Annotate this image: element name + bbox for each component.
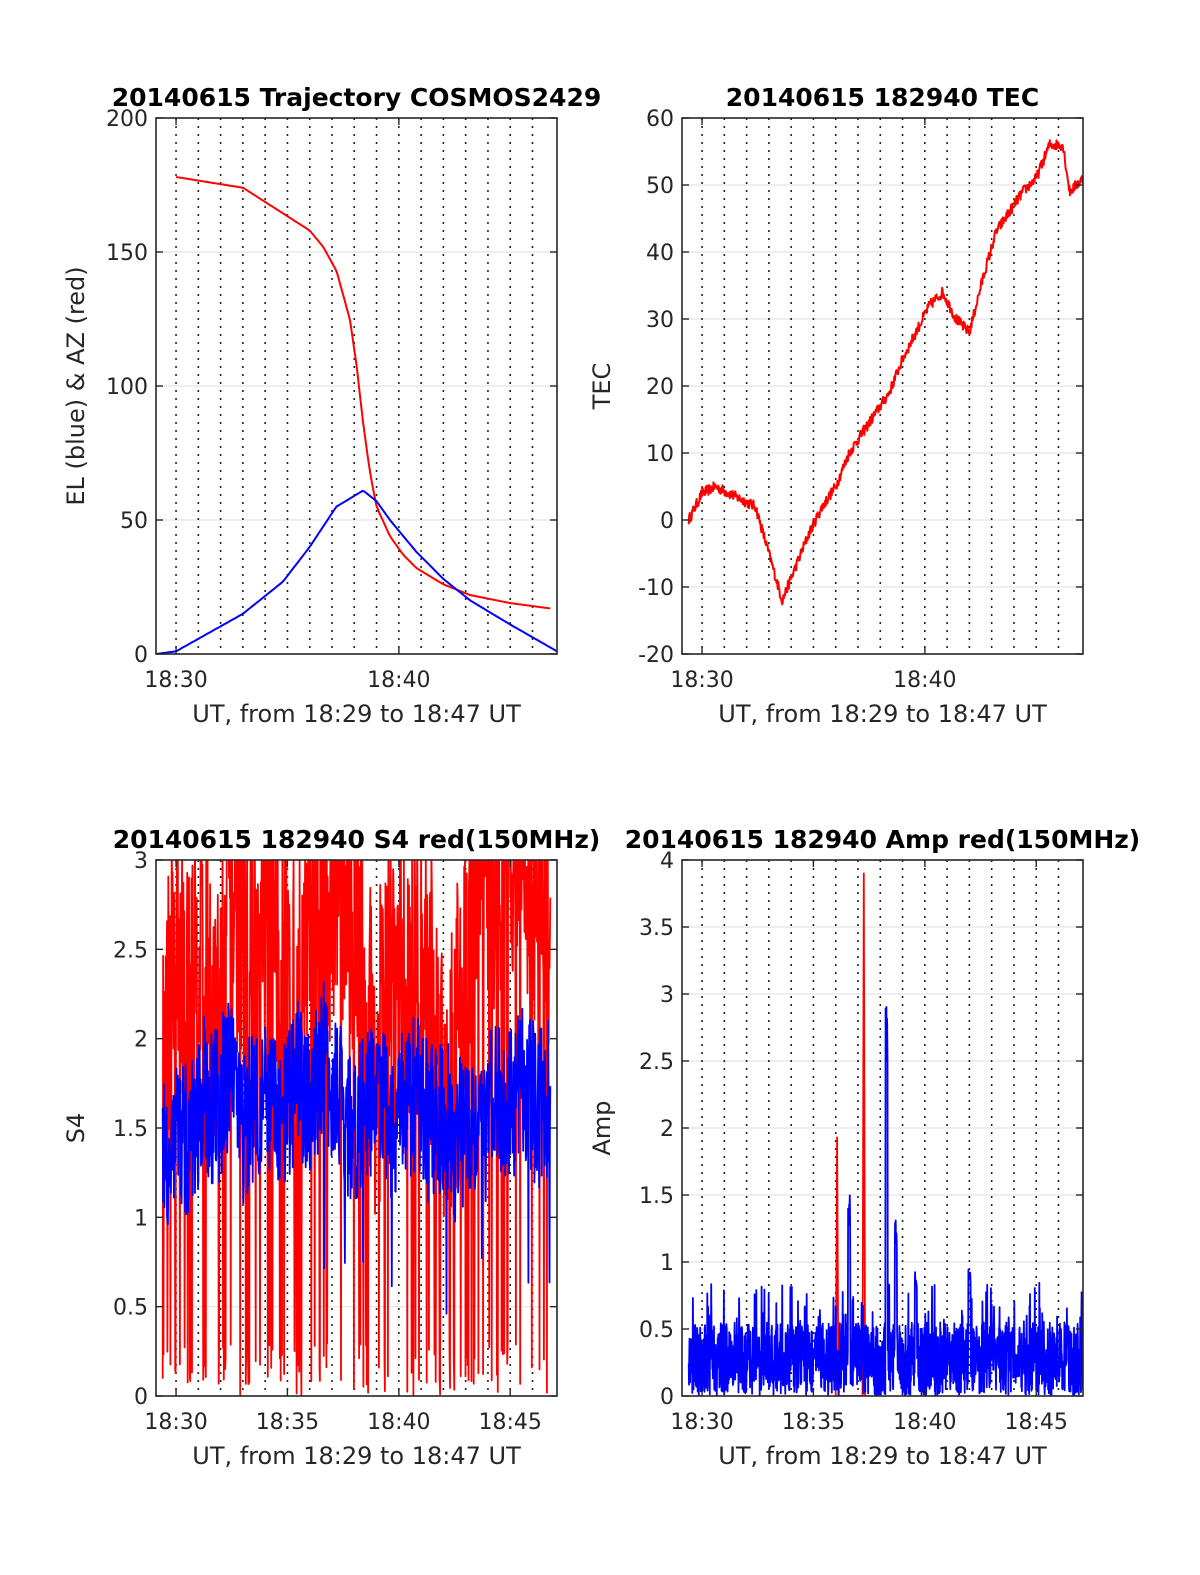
chart-title: 20140615 182940 Amp red(150MHz): [625, 825, 1141, 854]
y-tick-label: 2.5: [113, 938, 148, 963]
x-tick-label: 18:30: [144, 1410, 207, 1435]
y-tick-label: 30: [646, 308, 674, 333]
y-axis-label: EL (blue) & AZ (red): [62, 266, 90, 505]
y-tick-label: 0: [134, 1385, 148, 1410]
chart-panel-3: 0 0.5 1 1.5 2 2.5 3 18:30 18:35 18:40 18:45 2014061…: [62, 825, 601, 1470]
chart-panel-1: 0 50 100 150 200 18:30 18:40 20140615 Trajector…: [62, 83, 601, 728]
y-tick-label: 3: [134, 849, 148, 874]
x-tick-label: 18:40: [367, 668, 430, 693]
x-tick-label: 18:40: [367, 1410, 430, 1435]
y-tick-label: 2.5: [639, 1050, 674, 1075]
y-tick-label: 3: [660, 983, 674, 1008]
y-tick-label: 20: [646, 375, 674, 400]
x-tick-label: 18:45: [1005, 1410, 1068, 1435]
y-tick-label: 0.5: [639, 1318, 674, 1343]
y-tick-label: 0: [660, 1385, 674, 1410]
chart-title: 20140615 182940 S4 red(150MHz): [113, 825, 601, 854]
y-axis-label: S4: [62, 1113, 90, 1144]
series-line-2: [156, 489, 557, 654]
x-tick-label: 18:30: [670, 668, 733, 693]
y-tick-label: 60: [646, 107, 674, 132]
chart-title: 20140615 182940 TEC: [726, 83, 1039, 112]
y-tick-label: 200: [106, 107, 148, 132]
series-line-2: [161, 981, 552, 1315]
x-axis-label: UT, from 18:29 to 18:47 UT: [718, 1442, 1047, 1470]
y-tick-label: -20: [638, 643, 674, 668]
series-line-1: [687, 139, 1083, 606]
chart-panel-2: -20 -10 0 10 20 30 40 50 60 18:30 18:40 20140615 18…: [588, 83, 1084, 728]
x-axis-label: UT, from 18:29 to 18:47 UT: [192, 1442, 521, 1470]
y-tick-label: 40: [646, 241, 674, 266]
series-line-1: [834, 872, 866, 1396]
y-tick-label: 0.5: [113, 1296, 148, 1321]
y-tick-label: 150: [106, 241, 148, 266]
y-tick-label: 2: [134, 1028, 148, 1053]
x-axis-label: UT, from 18:29 to 18:47 UT: [192, 700, 521, 728]
chart-title: 20140615 Trajectory COSMOS2429: [112, 83, 602, 112]
y-tick-label: 0: [660, 509, 674, 534]
x-tick-label: 18:40: [893, 1410, 956, 1435]
x-tick-label: 18:30: [670, 1410, 733, 1435]
y-tick-label: 10: [646, 442, 674, 467]
x-tick-label: 18:45: [479, 1410, 542, 1435]
y-tick-label: 50: [120, 509, 148, 534]
y-tick-label: 50: [646, 174, 674, 199]
y-tick-label: 1: [660, 1251, 674, 1276]
x-tick-label: 18:35: [256, 1410, 319, 1435]
x-tick-label: 18:40: [893, 668, 956, 693]
series-line-1: [175, 176, 551, 610]
series-line-1: [161, 860, 552, 1396]
x-tick-label: 18:35: [782, 1410, 845, 1435]
y-tick-label: 1: [134, 1206, 148, 1231]
y-tick-label: -10: [638, 576, 674, 601]
x-axis-label: UT, from 18:29 to 18:47 UT: [718, 700, 1047, 728]
y-tick-label: 1.5: [639, 1184, 674, 1209]
chart-panel-4: 0 0.5 1 1.5 2 2.5 3 3.5 4 18:30 18:35 18:40 18:45 201…: [588, 825, 1140, 1470]
y-axis-label: Amp: [588, 1100, 616, 1155]
y-tick-label: 4: [660, 849, 674, 874]
y-tick-label: 100: [106, 375, 148, 400]
y-axis-label: TEC: [588, 363, 616, 411]
y-tick-label: 3.5: [639, 916, 674, 941]
x-tick-label: 18:30: [144, 668, 207, 693]
y-tick-label: 2: [660, 1117, 674, 1142]
y-tick-label: 0: [134, 643, 148, 668]
series-line-2: [687, 1006, 1083, 1396]
y-tick-label: 1.5: [113, 1117, 148, 1142]
